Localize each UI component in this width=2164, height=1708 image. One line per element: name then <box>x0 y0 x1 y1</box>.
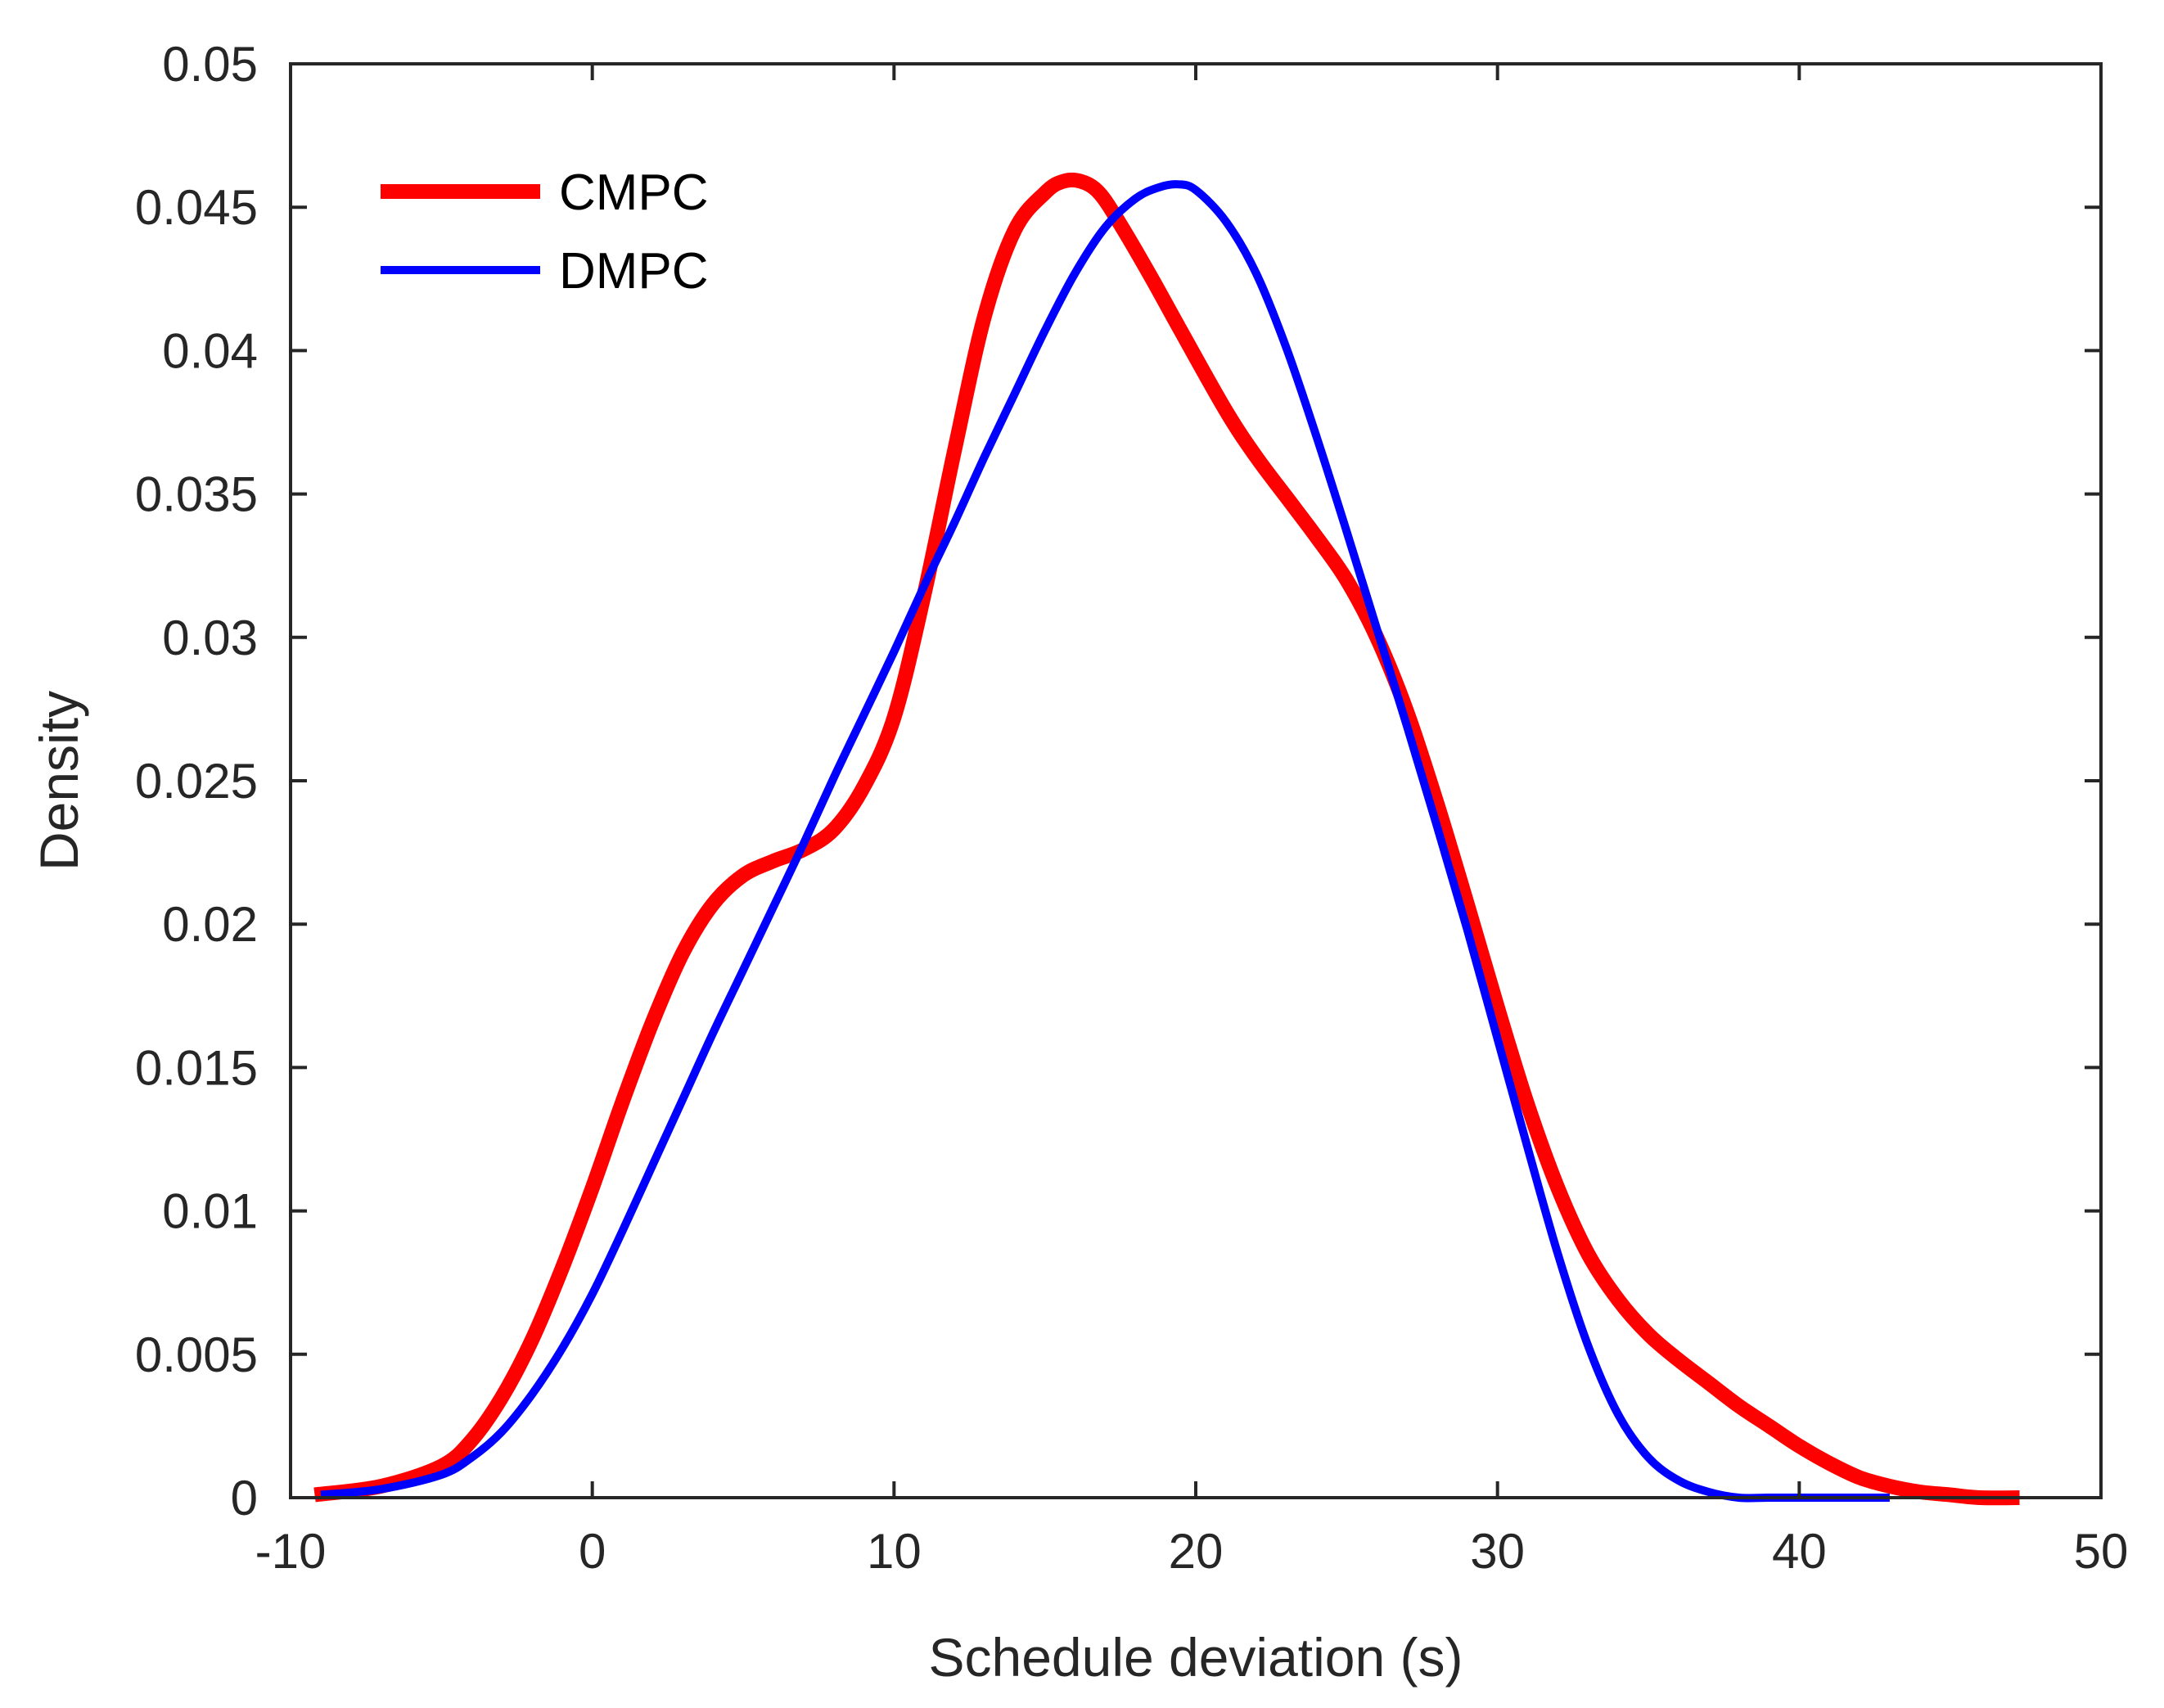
series-lines <box>313 172 2020 1506</box>
y-tick-label: 0 <box>231 1471 258 1525</box>
legend-label-dmpc: DMPC <box>559 243 709 300</box>
y-tick-label: 0.035 <box>135 467 258 522</box>
x-tick-labels: -10 0 10 20 30 40 50 <box>255 1524 2129 1579</box>
series-line-dmpc <box>320 180 1890 1503</box>
x-tick-label: 10 <box>867 1524 922 1579</box>
y-tick-label: 0.025 <box>135 754 258 809</box>
x-tick-label: 0 <box>579 1524 606 1579</box>
series-line-cmpc <box>313 172 2020 1506</box>
y-tick-label: 0.03 <box>162 611 258 665</box>
y-tick-label: 0.05 <box>162 37 258 92</box>
y-tick-label: 0.005 <box>135 1327 258 1382</box>
y-tick-label: 0.01 <box>162 1184 258 1239</box>
x-tick-label: -10 <box>255 1524 327 1579</box>
y-tick-labels: 0 0.005 0.01 0.015 0.02 0.025 0.03 0.035 0.04 0.0… <box>135 37 258 1525</box>
y-tick-label: 0.015 <box>135 1040 258 1095</box>
y-axis-title: Density <box>29 691 89 871</box>
legend-label-cmpc: CMPC <box>559 164 709 221</box>
x-tick-label: 50 <box>2074 1524 2129 1579</box>
legend: CMPC DMPC <box>381 164 709 300</box>
x-tick-label: 30 <box>1470 1524 1525 1579</box>
plot-frame <box>289 62 2103 1499</box>
y-tick-label: 0.045 <box>135 180 258 235</box>
x-tick-label: 40 <box>1772 1524 1827 1579</box>
y-tick-label: 0.02 <box>162 897 258 952</box>
y-tick-label: 0.04 <box>162 323 258 378</box>
x-axis-title: Schedule deviation (s) <box>928 1627 1463 1688</box>
x-tick-label: 20 <box>1169 1524 1224 1579</box>
